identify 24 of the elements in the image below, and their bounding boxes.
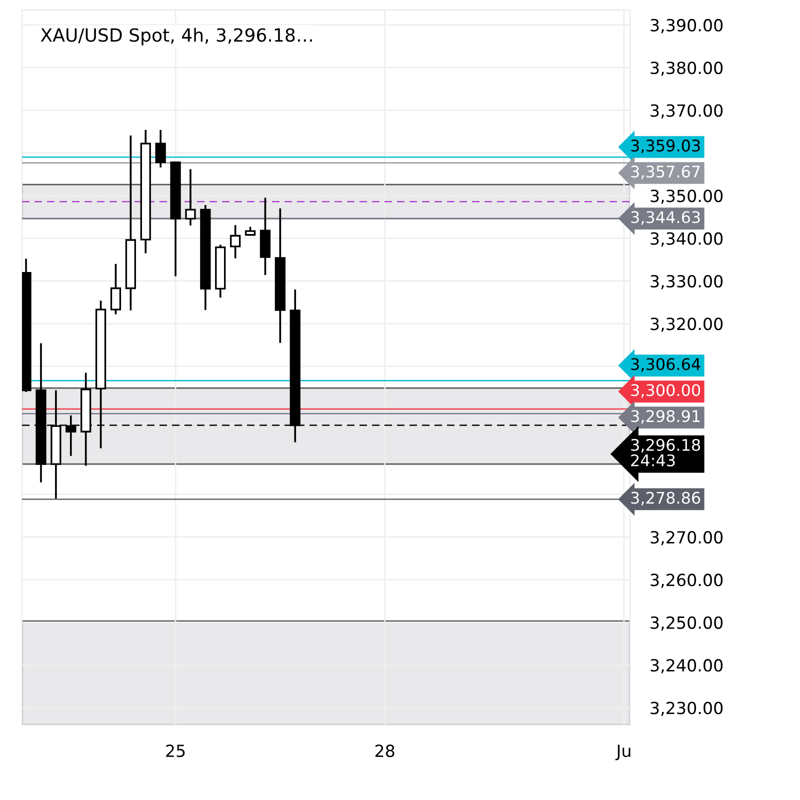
ref-line-label: 3,306.64 xyxy=(631,358,700,372)
y-tick-label: 3,260.00 xyxy=(650,574,723,588)
ref-line-label: 3,344.63 xyxy=(631,211,700,225)
y-tick-label: 3,340.00 xyxy=(650,232,723,247)
y-tick-label: 3,350.00 xyxy=(650,190,723,204)
y-tick-label: 3,380.00 xyxy=(650,62,723,76)
x-tick-label: 25 xyxy=(166,744,185,758)
y-tick-label: 3,240.00 xyxy=(650,659,723,674)
y-tick-label: 3,230.00 xyxy=(650,702,723,716)
y-tick-label: 3,250.00 xyxy=(650,616,723,631)
y-tick-label: 3,330.00 xyxy=(650,274,723,290)
ref-line-label: 3,359.03 xyxy=(631,140,700,154)
x-tick-label: Ju xyxy=(615,744,630,760)
ref-line-label: 3,300.00 xyxy=(631,384,700,398)
y-tick-label: 3,370.00 xyxy=(650,104,723,119)
y-tick-label: 3,270.00 xyxy=(650,530,723,546)
ref-line-label: 3,278.86 xyxy=(631,492,700,506)
x-tick-label: 28 xyxy=(375,744,394,758)
y-tick-label: 3,390.00 xyxy=(650,18,723,34)
ref-line-label: 3,296.18 24:43 xyxy=(631,438,700,466)
ref-line-label: 3,298.91 xyxy=(631,410,700,424)
ref-line-label: 3,357.67 xyxy=(631,166,700,180)
y-tick-label: 3,320.00 xyxy=(650,318,723,332)
text: XAU/USD Spot, 4h, 3,296.18… xyxy=(40,28,312,46)
